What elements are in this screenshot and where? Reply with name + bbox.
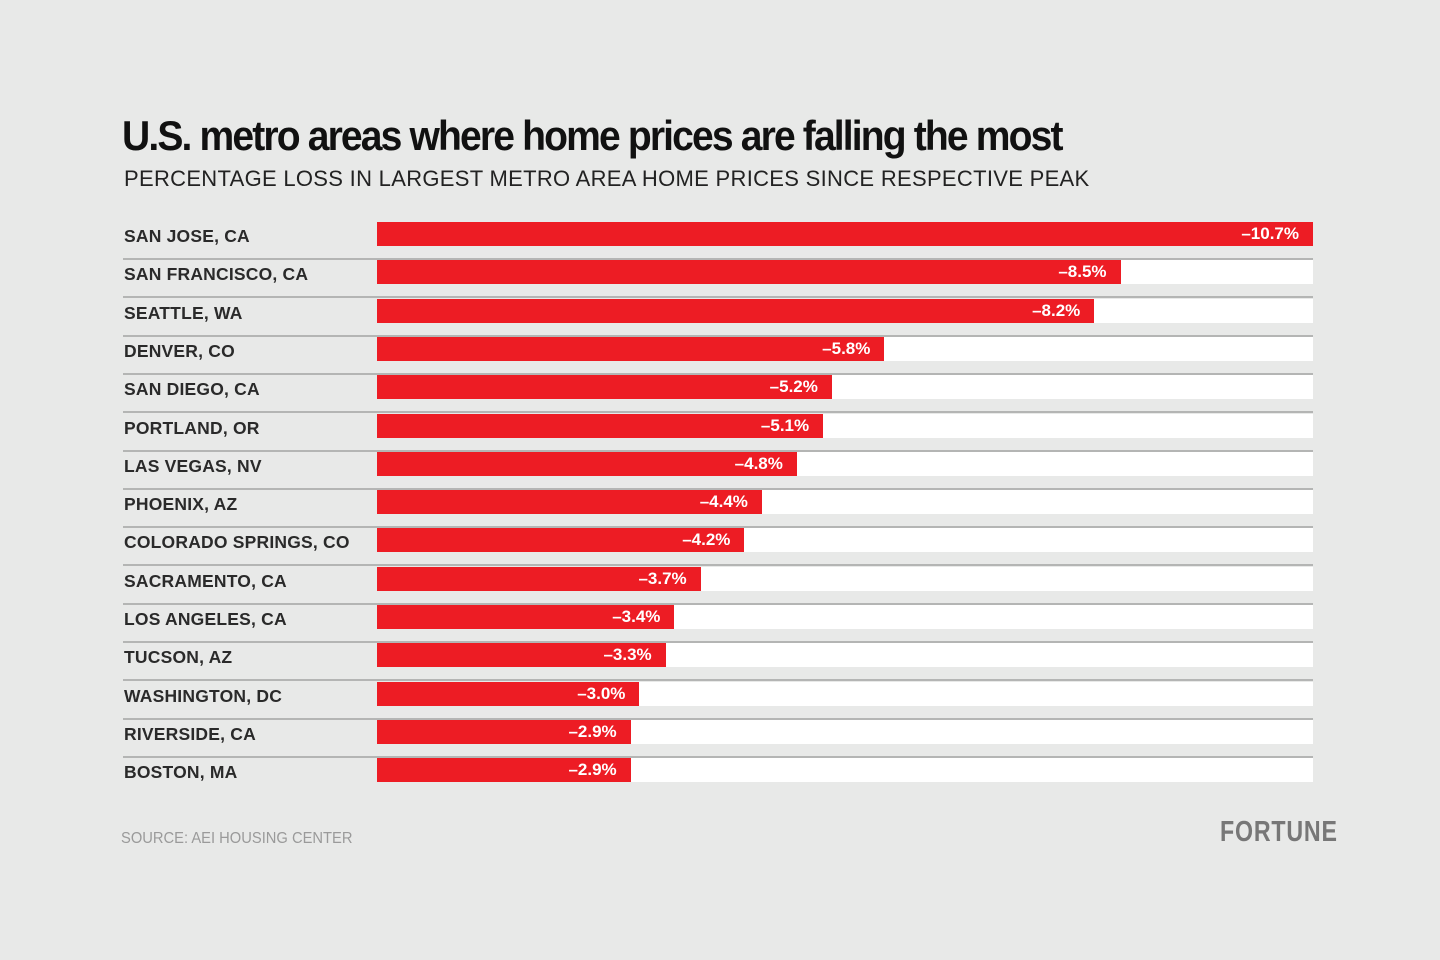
bar: –8.5% — [377, 260, 1121, 285]
category-label: RIVERSIDE, CA — [124, 723, 256, 744]
bar-row: PHOENIX, AZ –4.4% — [123, 490, 1313, 529]
data-label: –2.9% — [568, 721, 617, 741]
category-label: LAS VEGAS, NV — [124, 455, 262, 476]
data-label: –3.3% — [603, 645, 652, 665]
bar-row: SAN DIEGO, CA –5.2% — [123, 375, 1313, 414]
data-label: –10.7% — [1241, 224, 1299, 243]
bar: –3.7% — [377, 566, 701, 591]
bar-row: COLORADO SPRINGS, CO –4.2% — [123, 528, 1313, 567]
category-label: SAN JOSE, CA — [124, 226, 250, 246]
data-label: –4.4% — [699, 492, 748, 512]
bar-track: –4.2% — [377, 528, 1313, 553]
bar: –3.0% — [377, 681, 640, 706]
bar-row: DENVER, CO –5.8% — [123, 336, 1313, 375]
chart-title: U.S. metro areas where home prices are f… — [122, 112, 1064, 159]
category-label: PHOENIX, AZ — [124, 494, 238, 515]
bar-row: TUCSON, AZ –3.3% — [123, 643, 1313, 682]
bar-row: RIVERSIDE, CA –2.9% — [123, 719, 1313, 758]
bar-track: –4.4% — [377, 490, 1313, 515]
data-label: –5.8% — [822, 338, 871, 358]
bar: –5.1% — [377, 413, 824, 438]
bar-row: BOSTON, MA –2.9% — [123, 758, 1313, 796]
category-label: TUCSON, AZ — [124, 647, 233, 668]
row-divider — [123, 564, 1313, 567]
bar-row: SAN FRANCISCO, CA –8.5% — [123, 260, 1313, 299]
data-label: –3.7% — [638, 568, 687, 588]
bar: –3.4% — [377, 605, 675, 629]
bar-track: –3.4% — [377, 605, 1313, 629]
bar-track: –2.9% — [377, 758, 1313, 783]
row-divider — [123, 296, 1313, 299]
data-label: –5.2% — [769, 377, 818, 397]
source-note: SOURCE: AEI HOUSING CENTER — [121, 830, 353, 847]
bar-track: –4.8% — [377, 451, 1313, 476]
bar-track: –3.3% — [377, 643, 1313, 668]
data-label: –8.5% — [1058, 262, 1107, 282]
data-label: –4.8% — [734, 453, 783, 473]
bar: –2.9% — [377, 719, 631, 744]
bar: –4.8% — [377, 451, 797, 476]
category-label: PORTLAND, OR — [124, 417, 260, 438]
row-divider — [123, 526, 1313, 529]
row-divider — [123, 372, 1313, 375]
data-label: –3.4% — [612, 607, 661, 626]
bar-row: PORTLAND, OR –5.1% — [123, 413, 1313, 452]
bar-track: –2.9% — [377, 719, 1313, 744]
category-label: SAN DIEGO, CA — [124, 379, 260, 400]
row-divider — [123, 411, 1313, 414]
category-label: LOS ANGELES, CA — [124, 609, 287, 629]
row-divider — [123, 717, 1313, 720]
bar: –3.3% — [377, 643, 666, 668]
bar-track: –5.8% — [377, 336, 1313, 361]
bar-track: –8.2% — [377, 298, 1313, 323]
data-label: –8.2% — [1032, 300, 1081, 320]
fortune-logo: FORTUNE — [1220, 816, 1338, 848]
category-label: DENVER, CO — [124, 340, 235, 361]
bar: –4.2% — [377, 528, 745, 553]
chart-subtitle: PERCENTAGE LOSS IN LARGEST METRO AREA HO… — [124, 166, 1090, 191]
bar-track: –5.1% — [377, 413, 1313, 438]
category-label: COLORADO SPRINGS, CO — [124, 532, 350, 553]
bar-row: WASHINGTON, DC –3.0% — [123, 681, 1313, 720]
bar-track: –8.5% — [377, 260, 1313, 285]
bar-track: –5.2% — [377, 375, 1313, 400]
bar-track: –3.0% — [377, 681, 1313, 706]
bar: –2.9% — [377, 758, 631, 783]
row-divider — [123, 602, 1313, 605]
bar: –5.8% — [377, 336, 885, 361]
bar-track: –10.7% — [377, 222, 1313, 246]
bar: –10.7% — [377, 222, 1313, 246]
bar: –5.2% — [377, 375, 832, 400]
bar-row: LOS ANGELES, CA –3.4% — [123, 605, 1313, 643]
data-label: –5.1% — [760, 415, 810, 435]
bar-track: –3.7% — [377, 566, 1313, 591]
category-label: SACRAMENTO, CA — [124, 570, 287, 591]
row-divider — [123, 449, 1313, 452]
row-divider — [123, 487, 1313, 490]
bar-row: SEATTLE, WA –8.2% — [123, 298, 1313, 337]
row-divider — [123, 258, 1313, 260]
data-label: –4.2% — [682, 530, 731, 550]
category-label: SEATTLE, WA — [124, 302, 243, 323]
category-label: SAN FRANCISCO, CA — [124, 264, 309, 285]
bar-row: SACRAMENTO, CA –3.7% — [123, 566, 1313, 605]
category-label: BOSTON, MA — [124, 762, 238, 783]
bar: –4.4% — [377, 490, 762, 515]
row-divider — [123, 679, 1313, 682]
category-label: WASHINGTON, DC — [124, 685, 283, 706]
row-divider — [123, 334, 1313, 337]
bar: –8.2% — [377, 298, 1095, 323]
data-label: –3.0% — [577, 683, 626, 703]
row-divider — [123, 641, 1313, 643]
bar-row: LAS VEGAS, NV –4.8% — [123, 451, 1313, 490]
bar-row: SAN JOSE, CA –10.7% — [123, 222, 1313, 260]
data-label: –2.9% — [568, 760, 617, 780]
row-divider — [123, 755, 1313, 758]
